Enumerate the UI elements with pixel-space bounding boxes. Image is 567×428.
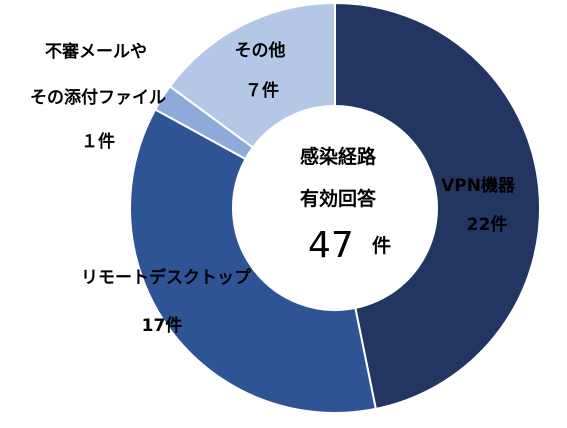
slice-label-email-line2: その添付ファイル xyxy=(30,88,166,108)
slice-label-vpn: VPN機器 xyxy=(441,176,515,196)
center-total: 47 xyxy=(308,225,354,266)
slice-value-email: １件 xyxy=(81,132,115,152)
slice-vpn xyxy=(334,1,541,411)
center-title-line2: 有効回答 xyxy=(299,188,377,210)
slice-label-remote-desktop: リモートデスクトップ xyxy=(81,268,251,288)
slice-other xyxy=(168,1,336,149)
slice-remote-desktop xyxy=(129,108,378,414)
slice-label-email-line1: 不審メールや xyxy=(45,42,147,62)
slice-value-vpn: 22件 xyxy=(466,215,508,235)
slice-value-remote-desktop: 17件 xyxy=(141,316,183,336)
center-title-line1: 感染経路 xyxy=(299,146,377,168)
slice-value-other: ７件 xyxy=(245,81,279,101)
center-unit: 件 xyxy=(372,235,392,257)
slice-label-other: その他 xyxy=(234,41,286,61)
